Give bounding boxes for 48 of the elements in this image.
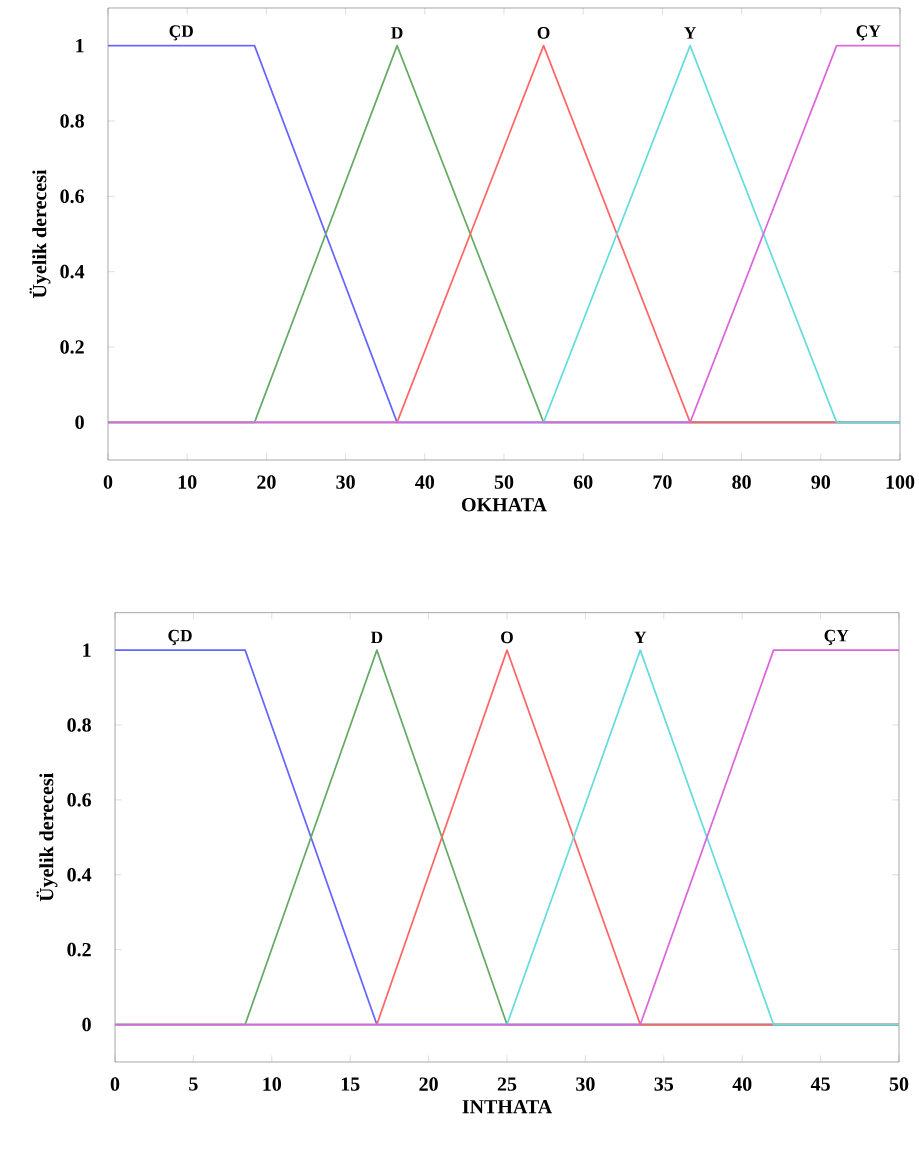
y-axis-title: Üyelik derecesi — [36, 773, 58, 902]
series-label: ÇY — [824, 629, 849, 645]
x-tick-label: 100 — [886, 475, 915, 489]
x-tick-label: 90 — [811, 475, 830, 489]
y-tick-label: 0.4 — [60, 264, 85, 279]
y-tick-label: 0.2 — [60, 340, 84, 354]
x-axis-title: OKHATA — [461, 498, 547, 512]
x-tick-label: 40 — [732, 1077, 752, 1091]
x-tick-label: 50 — [494, 475, 514, 489]
y-tick-label: 1 — [76, 39, 84, 53]
y-tick-label: 0.6 — [67, 793, 91, 807]
y-tick-label: 0.6 — [60, 189, 84, 204]
x-tick-label: 30 — [575, 1077, 595, 1091]
y-tick-label: 0.8 — [60, 114, 84, 128]
x-tick-label: 35 — [654, 1077, 673, 1091]
y-tick-label: 0.8 — [67, 718, 91, 732]
x-tick-label: 60 — [573, 475, 593, 489]
x-tick-label: 40 — [414, 475, 434, 489]
series-label: Y — [683, 27, 696, 39]
x-tick-label: 0 — [110, 1077, 120, 1091]
y-tick-label: 0 — [75, 415, 84, 430]
x-tick-label: 20 — [257, 475, 276, 489]
x-tick-label: 10 — [178, 475, 197, 489]
x-tick-label: 10 — [263, 1077, 281, 1091]
y-tick-label: 1 — [83, 643, 91, 657]
y-tick-label: 0 — [82, 1017, 91, 1032]
y-tick-label: 0.2 — [67, 942, 91, 957]
x-tick-label: 30 — [336, 475, 355, 489]
series-label: ÇD — [169, 25, 193, 41]
series-label: O — [500, 631, 513, 644]
series-label: O — [537, 27, 550, 39]
x-axis-title: INTHATA — [462, 1100, 552, 1114]
x-tick-label: 25 — [497, 1077, 517, 1091]
x-tick-label: 0 — [103, 475, 113, 489]
x-tick-label: 50 — [889, 1077, 909, 1091]
x-tick-label: 80 — [732, 475, 751, 489]
series-label: D — [390, 27, 403, 39]
x-tick-label: 45 — [810, 1077, 830, 1091]
x-tick-label: 20 — [419, 1077, 438, 1091]
y-tick-label: 0.4 — [67, 867, 92, 882]
series-label: ÇY — [856, 25, 881, 41]
x-tick-label: 15 — [341, 1077, 360, 1091]
x-tick-label: 70 — [653, 475, 672, 489]
y-axis-title: Üyelik derecesi — [29, 169, 51, 299]
series-label: Y — [634, 631, 646, 644]
x-tick-label: 5 — [188, 1077, 198, 1091]
series-label: D — [370, 631, 383, 644]
series-label: ÇD — [168, 629, 192, 645]
